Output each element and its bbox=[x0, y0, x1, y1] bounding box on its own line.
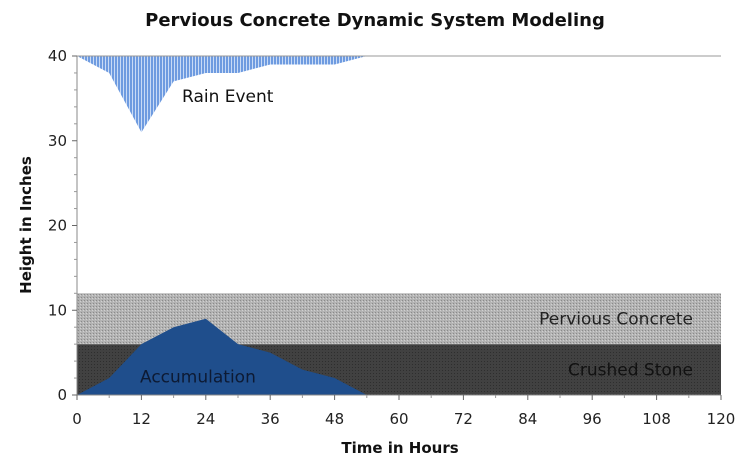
band-label-pervious-concrete: Pervious Concrete bbox=[539, 310, 693, 330]
x-tick-label: 12 bbox=[132, 410, 151, 428]
x-tick-label: 120 bbox=[707, 410, 736, 428]
x-tick-label: 24 bbox=[196, 410, 215, 428]
y-tick-label: 10 bbox=[48, 301, 67, 319]
series-area-rain-event bbox=[77, 56, 367, 133]
x-tick-label: 96 bbox=[583, 410, 602, 428]
x-tick-label: 108 bbox=[642, 410, 671, 428]
x-axis-label: Time in Hours bbox=[341, 439, 458, 457]
y-tick-label: 0 bbox=[57, 386, 67, 404]
x-tick-label: 84 bbox=[518, 410, 537, 428]
chart-title: Pervious Concrete Dynamic System Modelin… bbox=[145, 10, 605, 31]
x-tick-label: 72 bbox=[454, 410, 473, 428]
x-tick-label: 0 bbox=[72, 410, 82, 428]
y-tick-label: 30 bbox=[48, 132, 67, 150]
x-tick-label: 48 bbox=[325, 410, 344, 428]
x-tick-label: 60 bbox=[389, 410, 408, 428]
series-label-rain-event: Rain Event bbox=[182, 87, 274, 107]
y-axis-label: Height in Inches bbox=[17, 156, 35, 294]
series-area-accumulation bbox=[77, 318, 367, 395]
y-tick-label: 20 bbox=[48, 217, 67, 235]
band-label-crushed-stone: Crushed Stone bbox=[568, 361, 693, 381]
series-label-accumulation: Accumulation bbox=[140, 367, 256, 387]
y-tick-label: 40 bbox=[48, 47, 67, 65]
x-tick-label: 36 bbox=[261, 410, 280, 428]
